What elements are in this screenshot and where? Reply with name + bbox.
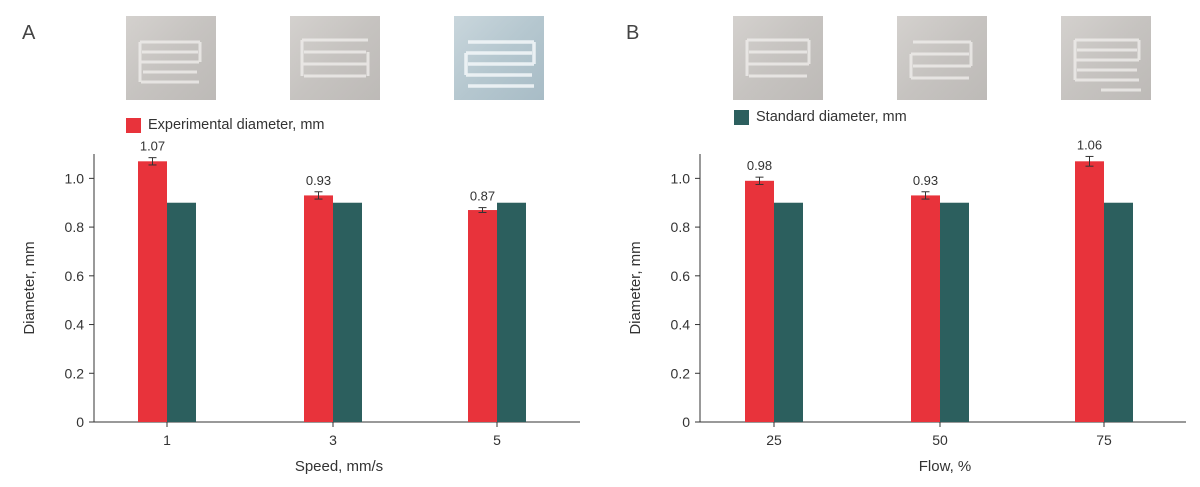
sample-photo-flow-50 — [897, 16, 987, 100]
bar-experimental — [468, 210, 497, 422]
sample-photo-flow-75 — [1061, 16, 1151, 100]
sample-photo-speed-5 — [454, 16, 544, 100]
bar-standard — [1104, 202, 1133, 422]
y-tick-label: 0.6 — [671, 268, 691, 284]
legend-experimental: Experimental diameter, mm — [126, 117, 324, 133]
legend-swatch-standard — [734, 109, 749, 125]
x-tick-label: 1 — [163, 432, 171, 448]
x-tick-label: 3 — [329, 432, 337, 448]
sample-photo-flow-25 — [733, 16, 823, 100]
bar-experimental — [304, 195, 333, 422]
y-tick-label: 0.4 — [65, 317, 85, 333]
x-tick-label: 50 — [932, 432, 948, 448]
bar-standard — [167, 202, 196, 422]
y-tick-label: 0.2 — [65, 365, 85, 381]
y-tick-label: 0 — [682, 414, 690, 430]
y-tick-label: 1.0 — [65, 170, 85, 186]
y-tick-label: 0 — [76, 414, 84, 430]
bar-chart-speed: 0 0.2 0.4 0.6 0.8 1.0 Diameter, mm Speed, mm/s 1… — [21, 139, 580, 475]
bar-standard — [497, 202, 526, 422]
bar-experimental — [138, 161, 167, 423]
chart-panel-a: A Experimental diameter, mm 0 0.2 0.4 0.6 0.… — [21, 16, 580, 475]
y-tick-label: 1.0 — [671, 170, 691, 186]
data-label-experimental: 0.93 — [306, 173, 331, 188]
panel-letter-a: A — [22, 22, 36, 44]
y-tick-label: 0.2 — [671, 365, 691, 381]
legend-label-experimental: Experimental diameter, mm — [148, 117, 325, 133]
bar-standard — [333, 202, 362, 422]
bar-chart-flow: 0 0.2 0.4 0.6 0.8 1.0 Diameter, mm Flow, % 25 0.9… — [627, 137, 1186, 475]
y-tick-label: 0.4 — [671, 317, 691, 333]
data-label-experimental: 0.98 — [747, 158, 772, 173]
chart-panel-b: B Standard diameter, mm 0 0.2 0.4 0.6 0.8 1.0… — [600, 0, 1200, 487]
data-label-experimental: 0.87 — [470, 189, 495, 204]
y-tick-label: 0.6 — [65, 268, 85, 284]
sample-photo-speed-1 — [126, 16, 216, 100]
legend-label-standard: Standard diameter, mm — [756, 109, 907, 125]
bar-experimental — [911, 195, 940, 422]
y-axis-label: Diameter, mm — [627, 241, 644, 334]
panel-letter-b: B — [626, 22, 640, 44]
bar-experimental — [745, 180, 774, 422]
legend-swatch-experimental — [126, 117, 141, 133]
x-tick-label: 25 — [766, 432, 782, 448]
sample-photo-speed-3 — [290, 16, 380, 100]
legend-standard: Standard diameter, mm — [734, 109, 907, 125]
y-axis-label: Diameter, mm — [21, 241, 38, 334]
bar-standard — [774, 202, 803, 422]
data-label-experimental: 1.06 — [1077, 137, 1102, 152]
bar-experimental — [1075, 161, 1104, 423]
bar-standard — [940, 202, 969, 422]
x-axis-label: Speed, mm/s — [295, 458, 383, 475]
y-tick-label: 0.8 — [65, 219, 85, 235]
data-label-experimental: 1.07 — [140, 139, 165, 154]
x-tick-label: 75 — [1096, 432, 1112, 448]
x-tick-label: 5 — [493, 432, 501, 448]
y-tick-label: 0.8 — [671, 219, 691, 235]
data-label-experimental: 0.93 — [913, 173, 938, 188]
x-axis-label: Flow, % — [919, 458, 972, 475]
